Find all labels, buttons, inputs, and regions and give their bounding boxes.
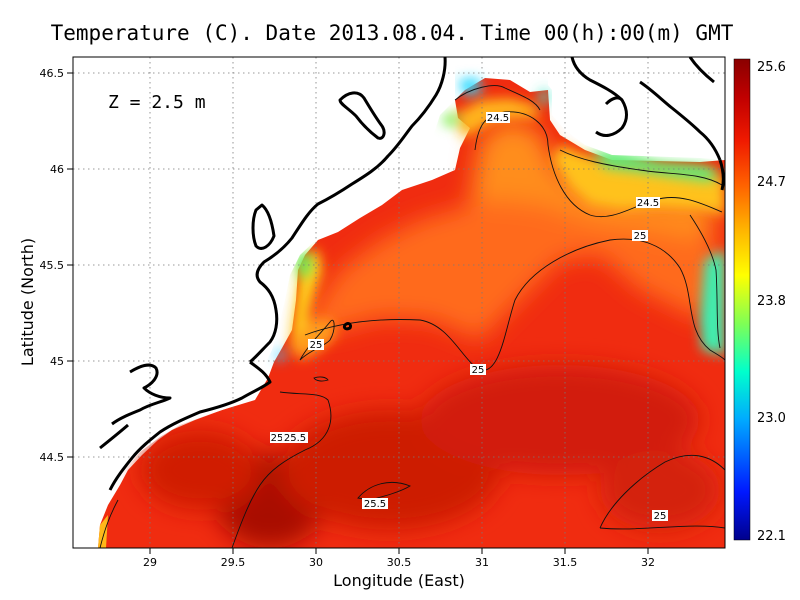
cool-shelf-zone — [300, 120, 720, 340]
colorbar-tick-label: 25.6 — [757, 60, 786, 75]
x-tick-label: 31 — [475, 556, 489, 569]
x-tick-label: 32 — [641, 556, 655, 569]
y-axis-label: Latitude (North) — [18, 238, 37, 366]
contour-label: 25 — [310, 340, 323, 351]
grid-lines — [73, 57, 725, 548]
colorbar: 25.6 24.7 23.8 23.0 22.1 — [733, 58, 786, 544]
contour-label: 25.5 — [364, 499, 386, 510]
contour-label: 24.5 — [487, 113, 509, 124]
colorbar-tick-label: 23.8 — [757, 294, 786, 309]
y-tick-labels: 46.5 46 45.5 45 44.5 — [40, 67, 65, 464]
y-tick-label: 45.5 — [40, 259, 65, 272]
western-edge-strip — [98, 515, 108, 548]
figure-title: Temperature (C). Date 2013.08.04. Time 0… — [51, 21, 734, 45]
contour-label: 25.5 — [284, 433, 306, 444]
tick-marks — [67, 72, 649, 554]
x-tick-label: 29.5 — [221, 556, 246, 569]
colorbar-tick-label: 23.0 — [757, 411, 786, 426]
contour-labels: 24.5 24.5 25 25 25 25 25.5 25.5 25 — [270, 112, 668, 522]
x-tick-label: 30 — [309, 556, 323, 569]
contour-label: 25 — [472, 365, 485, 376]
contour-label: 24.5 — [637, 198, 659, 209]
contour-label: 25 — [654, 511, 667, 522]
x-axis-label: Longitude (East) — [333, 571, 465, 590]
y-tick-label: 44.5 — [40, 451, 65, 464]
colorbar-tick-label: 22.1 — [757, 529, 786, 544]
x-tick-labels: 29 29.5 30 30.5 31 31.5 32 — [143, 556, 655, 569]
x-tick-label: 31.5 — [553, 556, 578, 569]
depth-label: Z = 2.5 m — [108, 92, 206, 113]
x-tick-label: 30.5 — [387, 556, 412, 569]
warm-cores — [140, 365, 720, 548]
y-tick-label: 45 — [50, 355, 64, 368]
y-tick-label: 46.5 — [40, 67, 65, 80]
coastline — [99, 57, 725, 491]
contour-label: 25 — [271, 433, 284, 444]
cold-patches — [276, 78, 725, 360]
temperature-field: 24.5 24.5 25 25 25 25 25.5 25.5 25 Z = 2… — [73, 57, 725, 548]
colorbar-gradient — [733, 58, 751, 541]
x-tick-label: 29 — [143, 556, 157, 569]
contour-label: 25 — [634, 231, 647, 242]
y-tick-label: 46 — [50, 163, 64, 176]
colorbar-tick-label: 24.7 — [757, 175, 786, 190]
